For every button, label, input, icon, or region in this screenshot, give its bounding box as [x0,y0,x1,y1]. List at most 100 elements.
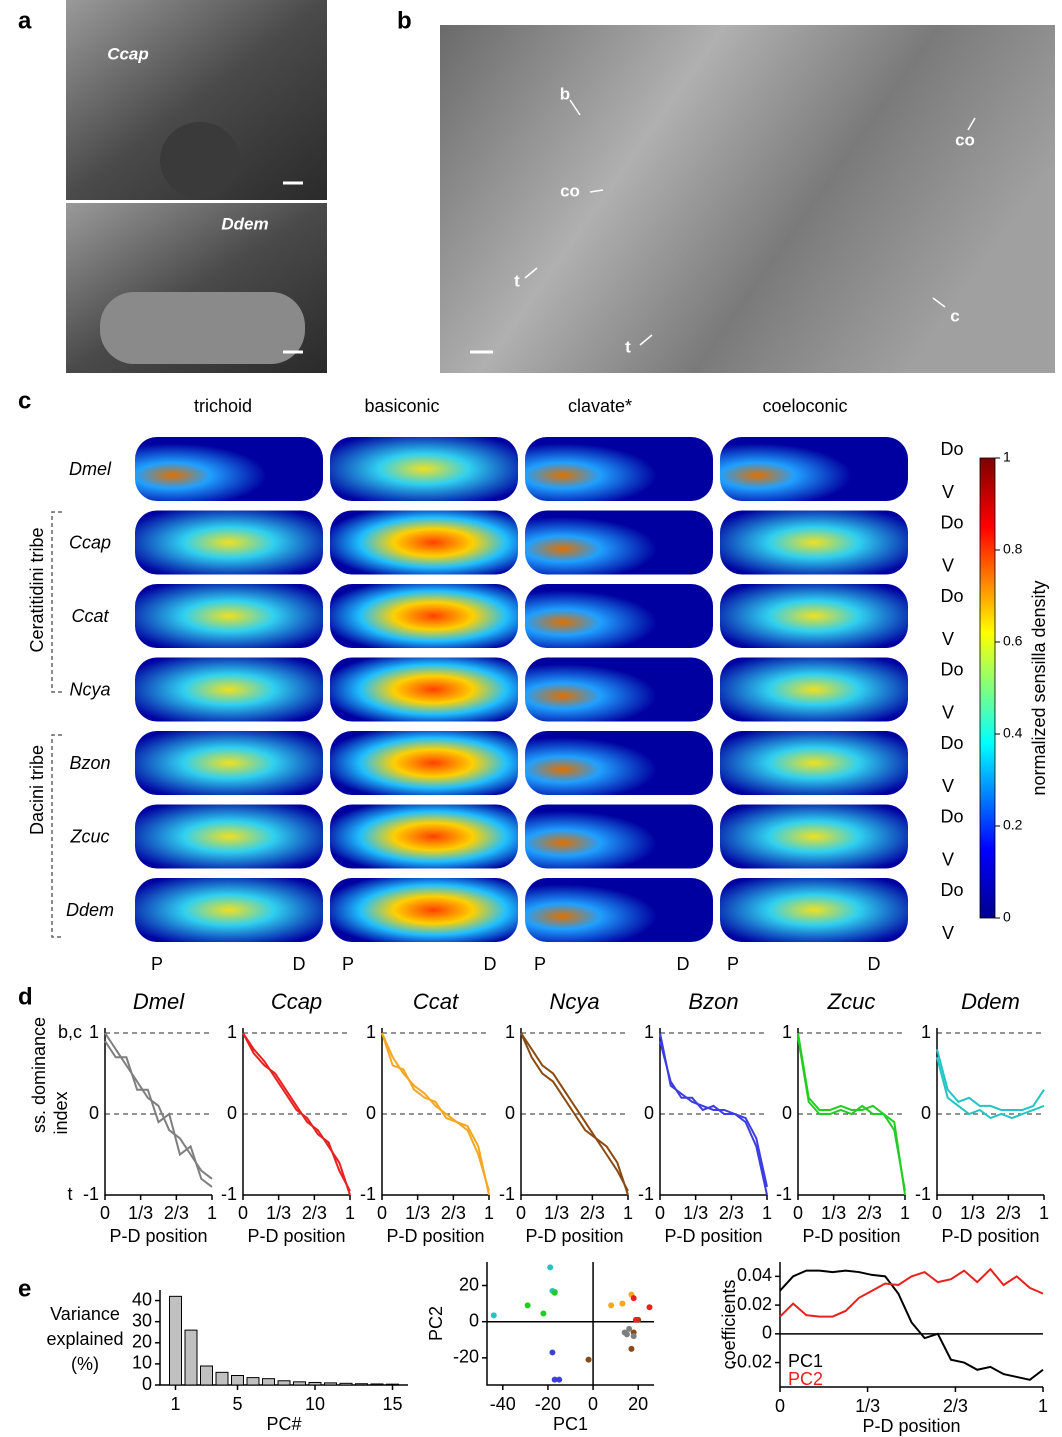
label: 0 [505,1103,515,1123]
label: P [727,954,739,974]
bar [231,1375,244,1386]
label: 0 [377,1203,387,1223]
label: 2/3 [943,1396,968,1416]
label: 1 [505,1022,515,1042]
label: Do [940,880,963,900]
label: D [677,954,690,974]
axes [520,1028,628,1196]
tribe-bracket [51,734,62,938]
heatmap [330,437,518,501]
label: 30 [132,1310,152,1330]
label: -1 [83,1184,99,1204]
heatmap [330,878,518,942]
axes [104,1028,212,1196]
label: Ceratitidini tribe [27,527,47,652]
label: 0 [238,1203,248,1223]
label: c [950,306,959,325]
label: 0 [932,1203,942,1223]
axes [242,1028,350,1196]
bar [262,1378,275,1386]
label: 0.2 [1003,817,1023,833]
label: Dmel [133,989,185,1014]
colorbar [979,457,996,919]
label: Do [940,806,963,826]
label: 2/3 [164,1203,189,1223]
label: co [955,130,975,149]
label: 1/3 [544,1203,569,1223]
label: ss. dominance [29,1017,49,1133]
label: 5 [232,1394,242,1414]
bar [184,1329,198,1386]
label: 20 [132,1332,152,1352]
label: Ccat [71,606,109,626]
label: normalized sensilla density [1029,580,1049,795]
label: -1 [499,1184,515,1204]
point [540,1310,547,1317]
label: 0 [793,1203,803,1223]
point [632,1316,639,1323]
label: b [397,7,412,34]
label: -1 [915,1184,931,1204]
heatmap [720,657,908,722]
label: 1/3 [821,1203,846,1223]
label: Do [940,586,963,606]
heatmap [330,657,518,722]
label: P [534,954,546,974]
trace [104,1040,213,1188]
label: -1 [638,1184,654,1204]
label: -1 [360,1184,376,1204]
label: -1 [221,1184,237,1204]
label: D [484,954,497,974]
label: 0 [89,1103,99,1123]
label: (%) [71,1354,99,1374]
trace [659,1032,768,1188]
label: 0 [921,1103,931,1123]
sem-image [440,25,1055,373]
axes [659,1028,767,1196]
label: coeloconic [762,396,847,416]
point [630,1295,637,1302]
point [619,1300,626,1307]
heatmap [135,657,323,722]
label: index [51,1091,71,1134]
heatmap [135,731,323,795]
label: clavate* [568,396,632,416]
bar [339,1382,353,1386]
label: t [514,271,520,290]
bar [293,1381,306,1386]
label: 1 [170,1394,180,1414]
label: 0 [782,1103,792,1123]
point [551,1289,558,1296]
label: 0 [100,1203,110,1223]
label: 1 [207,1203,217,1223]
label: Do [940,512,963,532]
label: 0 [1003,909,1011,925]
bar [386,1383,399,1386]
heatmap [720,731,908,795]
point [646,1304,653,1311]
point [621,1329,628,1336]
label: Ncya [549,989,599,1014]
bar [277,1380,291,1386]
leader [524,267,538,279]
tribe-bracket [51,511,62,693]
label: 1/3 [266,1203,291,1223]
heatmap [525,437,713,501]
label: 0.4 [1003,725,1023,741]
coefficient-line [779,1267,1044,1318]
label: V [942,555,954,575]
heatmap [525,804,713,869]
point [585,1356,592,1363]
label: P [342,954,354,974]
label: P-D position [862,1416,960,1436]
label: V [942,849,954,869]
leader [589,189,604,193]
label: D [868,954,881,974]
label: a [18,7,32,34]
axes [797,1028,905,1196]
label: c [18,387,31,414]
bar [215,1371,229,1386]
label: 1/3 [960,1203,985,1223]
label: Ddem [961,989,1020,1014]
